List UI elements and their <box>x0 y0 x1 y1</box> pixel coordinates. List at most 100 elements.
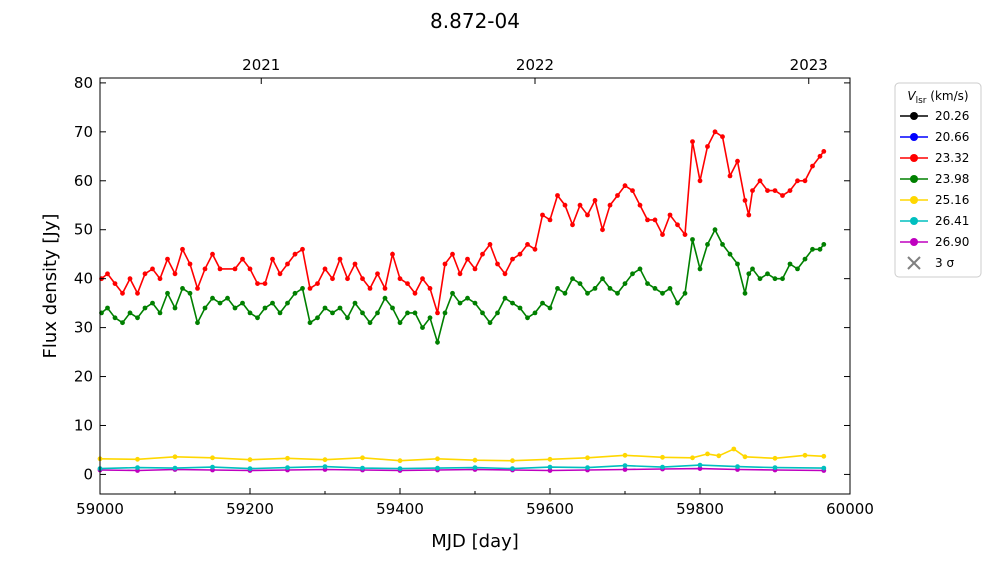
legend-label: 26.41 <box>935 214 969 228</box>
legend-marker <box>910 154 918 162</box>
data-point-23.98 <box>217 300 223 306</box>
data-point-26.41 <box>472 465 478 470</box>
data-point-23.32 <box>270 256 275 262</box>
legend-marker-x <box>907 256 921 270</box>
data-point-23.32 <box>615 193 620 198</box>
x-tick-label: 59600 <box>526 500 574 518</box>
data-point-23.32 <box>240 256 245 262</box>
data-point-26.41 <box>735 464 740 469</box>
data-point-23.32 <box>577 202 583 208</box>
y-tick-label: 50 <box>74 221 93 239</box>
data-point-26.41 <box>547 464 553 470</box>
data-point-23.98 <box>540 300 545 306</box>
data-point-25.16 <box>622 452 628 458</box>
data-point-23.32 <box>757 178 763 184</box>
y-tick-label: 60 <box>74 172 93 190</box>
data-point-26.41 <box>772 465 778 470</box>
data-point-23.98 <box>817 246 823 252</box>
y-axis-label: Flux density [Jy] <box>40 214 61 359</box>
legend-title: Vlsr (km/s) <box>907 89 968 106</box>
data-point-25.16 <box>285 455 290 461</box>
data-point-25.16 <box>435 456 440 462</box>
data-point-23.32 <box>165 256 170 262</box>
data-point-23.98 <box>480 310 485 316</box>
data-point-23.98 <box>517 305 523 311</box>
data-point-23.32 <box>487 242 493 247</box>
data-point-23.98 <box>382 295 388 301</box>
data-point-23.98 <box>157 310 163 316</box>
data-point-23.32 <box>420 276 425 282</box>
data-point-23.98 <box>682 290 688 296</box>
data-point-26.41 <box>247 466 253 471</box>
data-point-23.98 <box>457 300 463 306</box>
data-point-23.98 <box>637 266 643 272</box>
data-point-23.98 <box>135 315 140 321</box>
data-point-23.98 <box>765 271 770 277</box>
data-point-23.32 <box>322 266 328 272</box>
data-point-23.98 <box>780 276 785 282</box>
data-point-23.32 <box>622 183 628 189</box>
data-point-23.32 <box>352 261 358 267</box>
data-point-25.16 <box>172 454 178 460</box>
y-tick-label: 10 <box>74 416 93 434</box>
data-point-23.98 <box>630 271 635 277</box>
data-point-23.98 <box>547 305 553 311</box>
data-point-23.32 <box>330 276 335 282</box>
data-point-23.98 <box>821 242 827 247</box>
top-tick-label: 2023 <box>790 56 828 74</box>
data-point-25.16 <box>731 446 737 452</box>
data-point-23.98 <box>705 242 710 247</box>
data-point-23.98 <box>307 320 313 326</box>
data-point-23.32 <box>607 202 613 208</box>
data-point-23.32 <box>217 266 223 272</box>
data-point-23.32 <box>405 281 410 286</box>
data-point-23.32 <box>202 266 208 272</box>
data-point-25.16 <box>360 455 365 461</box>
data-point-23.32 <box>465 256 470 262</box>
data-point-23.32 <box>375 271 380 277</box>
data-point-23.98 <box>165 290 170 296</box>
data-point-23.98 <box>390 305 395 311</box>
data-point-23.98 <box>150 300 155 306</box>
y-tick-label: 0 <box>83 465 93 483</box>
data-point-23.98 <box>795 266 800 272</box>
data-point-23.98 <box>240 300 245 306</box>
data-point-25.16 <box>547 456 553 462</box>
data-point-23.98 <box>570 276 575 282</box>
data-point-23.98 <box>757 276 763 282</box>
data-point-23.32 <box>645 217 650 223</box>
data-point-25.16 <box>716 453 722 459</box>
data-point-23.32 <box>532 246 538 252</box>
data-point-23.98 <box>585 290 590 296</box>
data-point-26.90 <box>697 466 703 471</box>
data-point-23.98 <box>675 300 680 306</box>
x-tick-label: 60000 <box>826 500 874 518</box>
data-point-23.98 <box>127 310 133 316</box>
data-point-23.32 <box>817 153 823 159</box>
data-point-23.32 <box>390 251 395 257</box>
top-tick-label: 2022 <box>516 56 554 74</box>
data-point-23.98 <box>742 290 748 296</box>
data-point-23.98 <box>667 286 673 291</box>
series-line-23.98 <box>100 227 825 346</box>
data-point-23.32 <box>742 198 748 203</box>
data-point-23.98 <box>465 295 470 301</box>
data-point-23.98 <box>345 315 350 321</box>
data-point-23.98 <box>405 310 410 316</box>
data-point-23.32 <box>157 276 163 282</box>
data-point-23.98 <box>412 310 418 316</box>
data-point-26.41 <box>210 464 215 470</box>
data-point-23.98 <box>750 266 755 272</box>
data-point-23.32 <box>555 193 560 198</box>
data-point-23.32 <box>600 227 605 233</box>
data-point-23.32 <box>540 212 545 218</box>
data-point-23.32 <box>435 310 440 316</box>
data-point-23.98 <box>772 276 778 282</box>
data-point-23.98 <box>180 286 185 291</box>
data-point-23.98 <box>277 310 283 316</box>
data-point-23.98 <box>247 310 253 316</box>
data-point-25.16 <box>135 456 140 462</box>
data-point-23.98 <box>352 300 358 306</box>
data-point-25.16 <box>472 457 478 463</box>
